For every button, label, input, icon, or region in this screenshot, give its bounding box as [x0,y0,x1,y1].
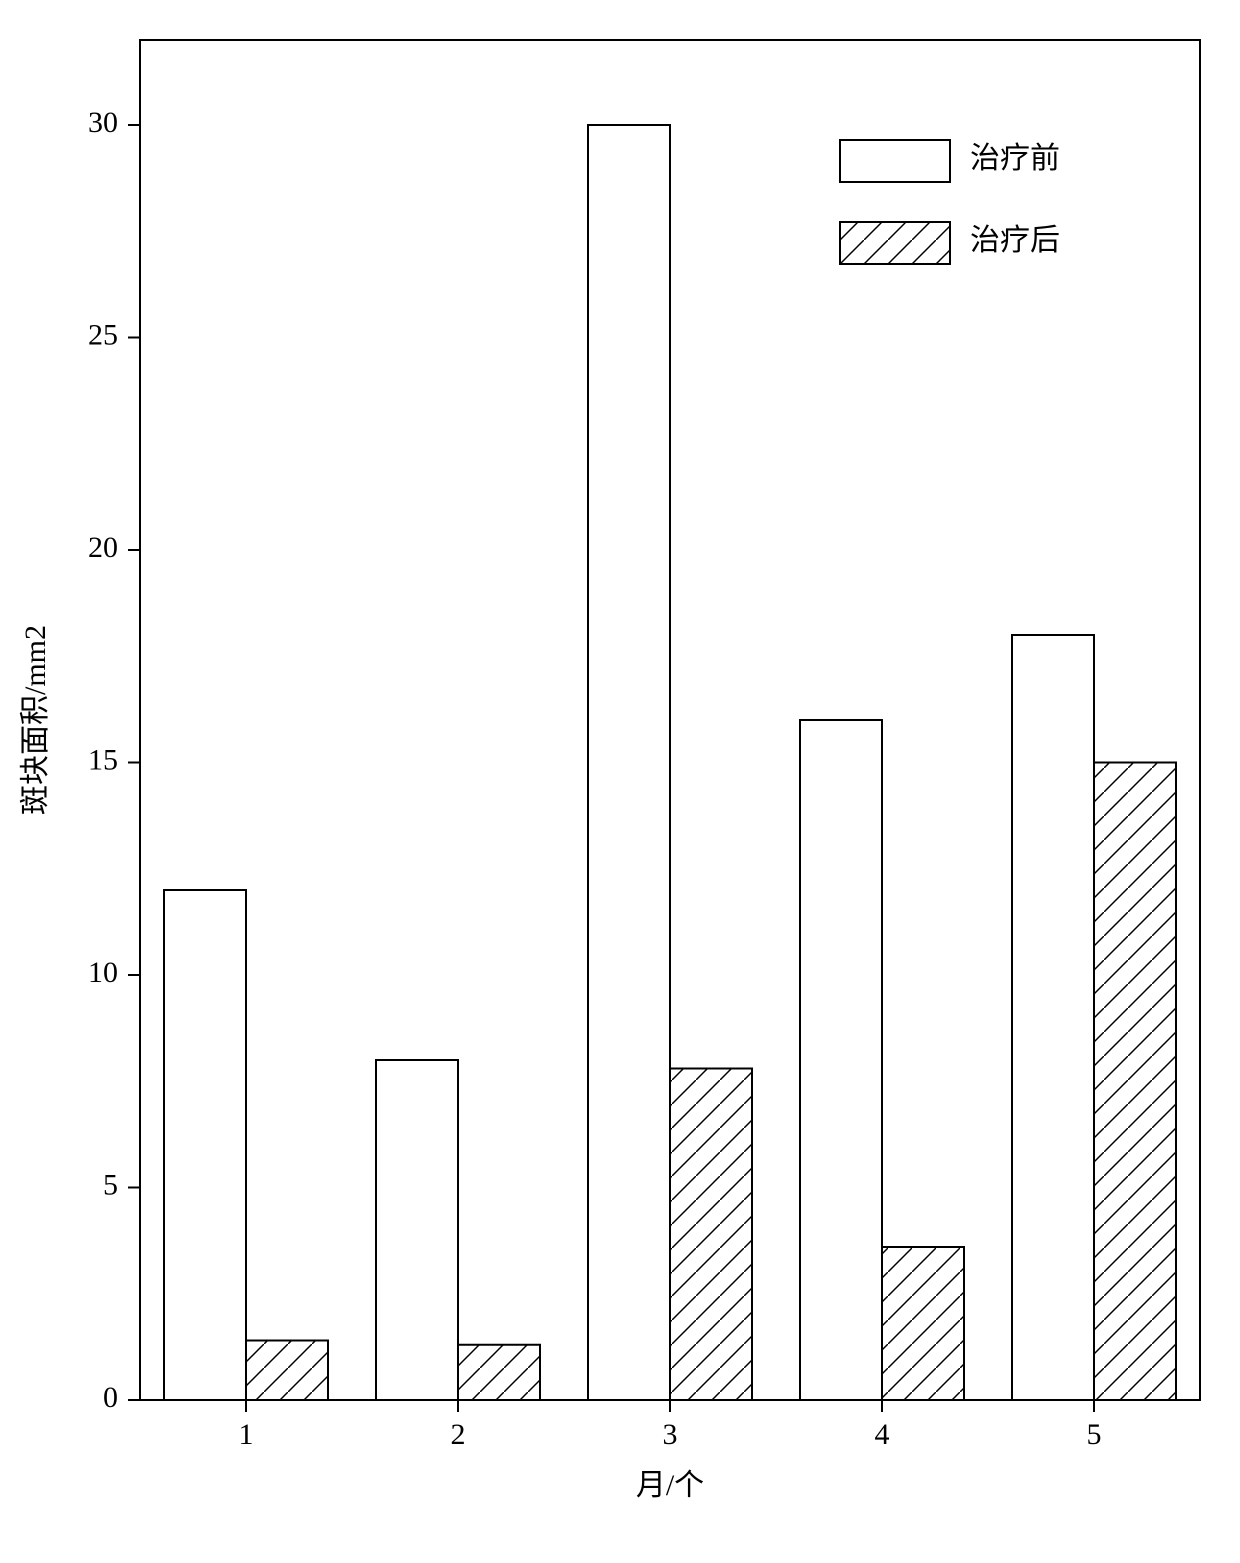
bar [458,1345,540,1400]
legend-label: 治疗后 [970,224,1060,257]
y-tick-label: 10 [88,956,118,989]
x-tick-label: 5 [1087,1418,1102,1451]
bar [670,1069,752,1401]
bar [246,1341,328,1401]
y-tick-label: 20 [88,531,118,564]
bar [1012,635,1094,1400]
x-tick-label: 2 [451,1418,466,1451]
bar [588,125,670,1400]
legend-label: 治疗前 [970,142,1060,175]
bar [800,720,882,1400]
bar [376,1060,458,1400]
x-tick-label: 1 [239,1418,254,1451]
y-tick-label: 25 [88,318,118,351]
y-tick-label: 30 [88,106,118,139]
y-tick-label: 5 [103,1168,118,1201]
chart-container: 0 5 10 15 20 25 30 斑块面积/mm2 1 2 3 4 5 月/个 治疗前治疗后 [0,0,1240,1563]
legend-swatch [840,140,950,182]
legend-swatch [840,222,950,264]
y-tick-label: 0 [103,1381,118,1414]
bar [882,1247,964,1400]
x-axis-label: 月/个 [636,1469,704,1502]
bar-chart: 0 5 10 15 20 25 30 斑块面积/mm2 1 2 3 4 5 月/个 治疗前治疗后 [0,0,1240,1563]
y-axis-label: 斑块面积/mm2 [19,625,52,815]
bar [164,890,246,1400]
bar [1094,763,1176,1401]
x-tick-label: 3 [663,1418,678,1451]
x-tick-label: 4 [875,1418,890,1451]
y-tick-label: 15 [88,743,118,776]
